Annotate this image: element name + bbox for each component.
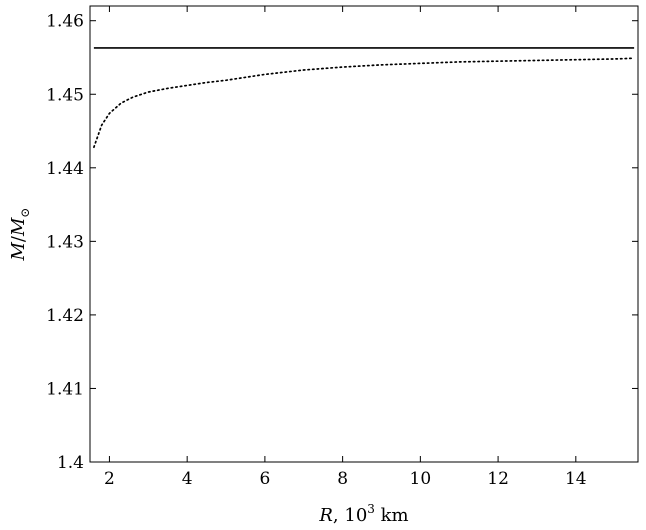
y-tick-label: 1.43 <box>46 232 84 252</box>
y-tick-label: 1.4 <box>57 453 84 473</box>
x-tick-label: 10 <box>410 469 432 489</box>
x-tick-label: 8 <box>337 469 348 489</box>
ticks <box>90 6 638 463</box>
tick-labels: 2 4 6 8 10 12 14 1.4 1.41 1.42 1.43 1.44 1.45 1.46 <box>46 12 586 489</box>
y-tick-label: 1.42 <box>46 306 84 326</box>
y-tick-label: 1.44 <box>46 159 84 179</box>
y-axis-label: M/M⊙ <box>8 207 32 261</box>
x-tick-label: 12 <box>487 469 509 489</box>
x-tick-label: 14 <box>565 469 587 489</box>
x-tick-label: 2 <box>104 469 115 489</box>
series <box>93 47 635 149</box>
x-axis-label: R, 103 km <box>318 502 408 526</box>
plot-frame <box>89 5 639 463</box>
y-tick-label: 1.41 <box>46 379 84 399</box>
y-tick-label: 1.45 <box>46 85 84 105</box>
series-dotted-line <box>93 57 635 149</box>
y-tick-label: 1.46 <box>46 12 84 32</box>
x-tick-label: 6 <box>259 469 270 489</box>
x-tick-label: 4 <box>182 469 193 489</box>
